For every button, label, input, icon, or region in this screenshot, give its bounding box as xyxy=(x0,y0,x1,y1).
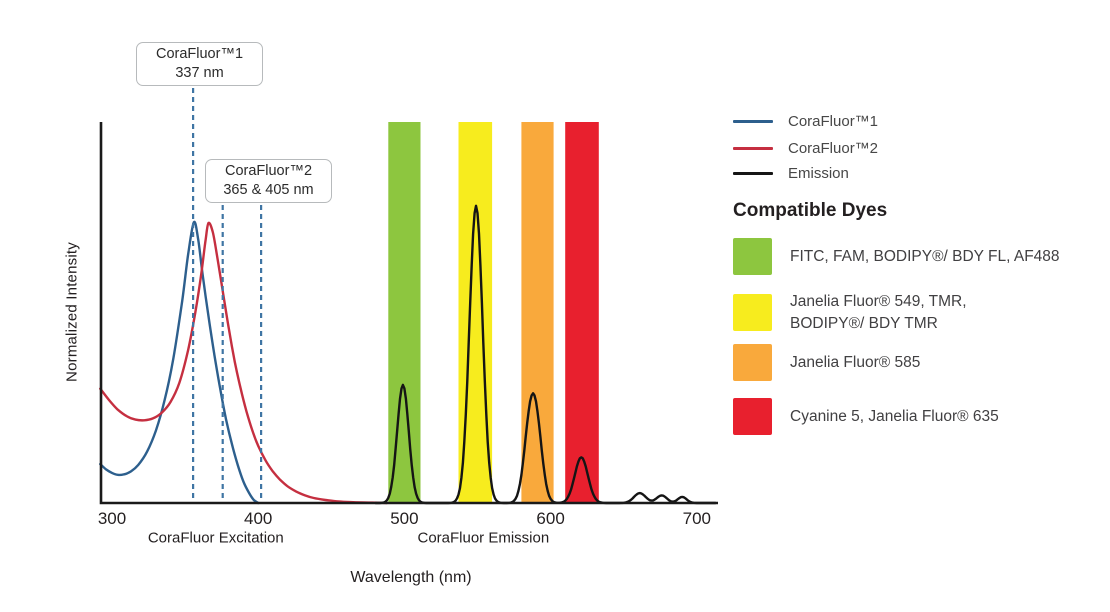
legend-item-corafluor1: CoraFluor™1 xyxy=(733,111,878,131)
annotation-dashed-lines xyxy=(192,88,263,503)
yellow-filter-swatch xyxy=(733,294,772,332)
annotation-corafluor1-callout: CoraFluor™1 337 nm xyxy=(136,42,263,86)
legend-item-emission: Emission xyxy=(733,163,849,183)
dye-row-green: FITC, FAM, BODIPY®/ BDY FL, AF488 xyxy=(733,238,1060,275)
emission-line-swatch xyxy=(733,171,773,175)
dye-label: Cyanine 5, Janelia Fluor® 635 xyxy=(790,407,999,425)
x-tick-label: 400 xyxy=(244,509,272,528)
x-tick-label: 700 xyxy=(683,509,711,528)
dye-row-orange: Janelia Fluor® 585 xyxy=(733,344,920,381)
filter-bands xyxy=(388,122,599,503)
compatible-dyes-heading: Compatible Dyes xyxy=(733,200,888,221)
emission-section-label: CoraFluor Emission xyxy=(417,529,550,547)
green-filter-swatch xyxy=(733,238,772,275)
annotation-value: 337 nm xyxy=(175,65,224,81)
corafluor2-line-swatch xyxy=(733,146,773,150)
x-axis-tick-labels: 300 400 500 600 700 xyxy=(98,509,711,528)
annotation-corafluor2-callout: CoraFluor™2 365 & 405 nm xyxy=(205,159,332,203)
corafluor1-line-swatch xyxy=(733,119,773,123)
x-tick-label: 500 xyxy=(390,509,418,528)
spectra-chart: 300 400 500 600 700 xyxy=(98,88,718,528)
annotation-title: CoraFluor™2 xyxy=(224,162,313,179)
dye-label: Janelia Fluor® 585 xyxy=(790,353,921,371)
legend-label: CoraFluor™1 xyxy=(788,112,879,130)
axes xyxy=(99,122,718,505)
annotation-title: CoraFluor™1 xyxy=(155,45,244,62)
x-axis-label: Wavelength (nm) xyxy=(350,569,472,586)
orange-filter-swatch xyxy=(733,344,772,381)
legend-panel: CoraFluor™1 CoraFluor™2 Emission Compati… xyxy=(733,105,1105,505)
excitation-section-label: CoraFluor Excitation xyxy=(147,529,284,547)
x-tick-label: 600 xyxy=(536,509,564,528)
dye-row-yellow: Janelia Fluor® 549, TMR, BODIPY®/ BDY TM… xyxy=(733,291,967,334)
legend-item-corafluor2: CoraFluor™2 xyxy=(733,138,878,158)
dye-row-red: Cyanine 5, Janelia Fluor® 635 xyxy=(733,398,999,435)
dye-label: FITC, FAM, BODIPY®/ BDY FL, AF488 xyxy=(790,247,1060,265)
legend-label: Emission xyxy=(788,164,849,182)
dye-label: Janelia Fluor® 549, TMR, BODIPY®/ BDY TM… xyxy=(790,293,967,332)
x-tick-label: 300 xyxy=(98,509,126,528)
annotation-value: 365 & 405 nm xyxy=(223,182,314,198)
y-axis-label: Normalized Intensity xyxy=(63,242,81,382)
legend-label: CoraFluor™2 xyxy=(788,139,879,157)
red-filter-swatch xyxy=(733,398,772,435)
